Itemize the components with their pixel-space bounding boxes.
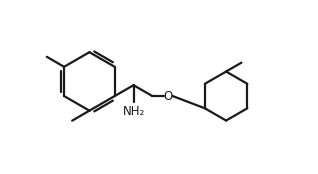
Text: O: O — [163, 90, 172, 102]
Text: NH₂: NH₂ — [122, 105, 145, 118]
